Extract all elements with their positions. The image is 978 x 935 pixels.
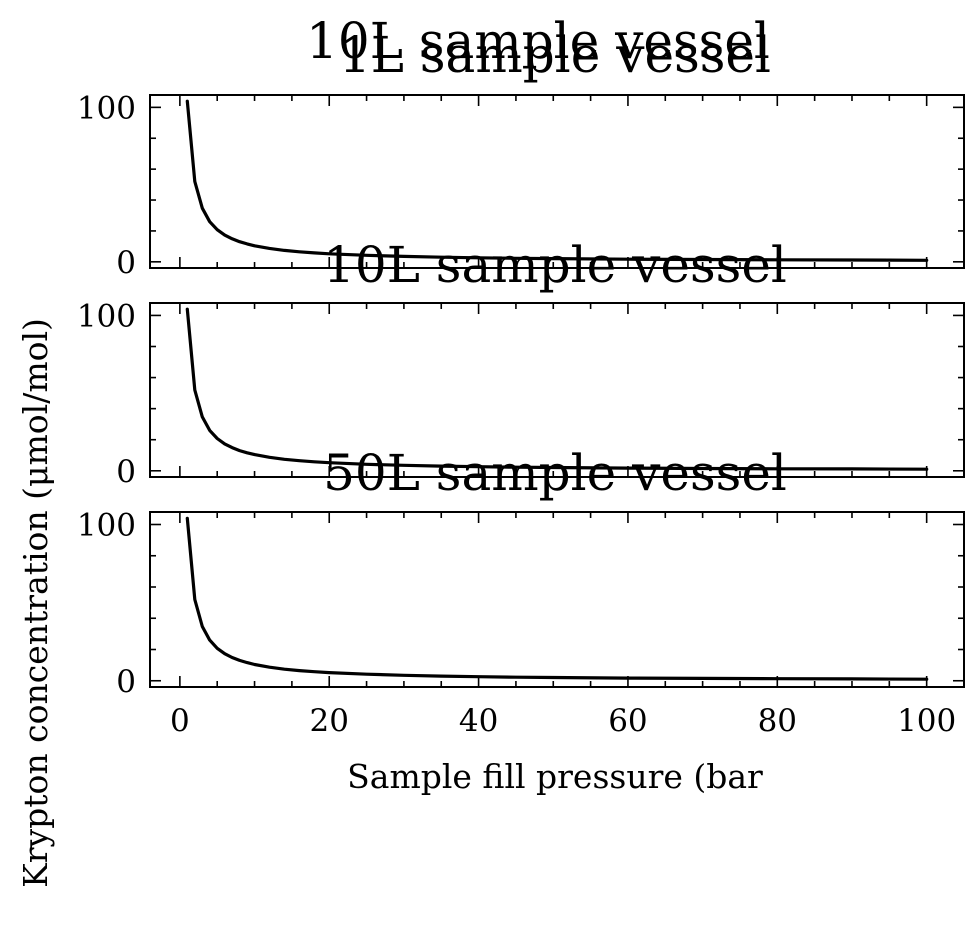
y-tick-label: 100 — [77, 508, 136, 544]
panel-2: 0 100 10L sample vessel — [77, 236, 965, 490]
y-axis-label: Krypton concentration (μmol/mol) — [16, 318, 55, 888]
axes-frame — [149, 94, 965, 269]
x-tick-label: 60 — [608, 703, 647, 739]
y-tick-label: 100 — [77, 298, 136, 334]
panel-3: 0 100 50L sample vessel 0 20 40 60 80 100 — [77, 444, 965, 739]
series-line — [185, 516, 929, 681]
chart-panels: 0 100 1L sample vessel 0 100 10L sample vesse… — [77, 26, 965, 739]
x-axis-label: Sample fill pressure (bar — [347, 757, 763, 796]
axes-frame — [149, 511, 965, 688]
x-tick-label: 100 — [897, 703, 956, 739]
series-line — [185, 99, 929, 262]
figure-title: 10L sample vessel — [306, 12, 770, 70]
axes-frame — [149, 302, 965, 478]
x-tick-label: 20 — [310, 703, 349, 739]
series-line — [185, 307, 929, 471]
x-tick-label: 0 — [170, 703, 190, 739]
panel-title: 10L sample vessel — [323, 236, 787, 294]
x-tick-label: 80 — [758, 703, 797, 739]
panel-1: 0 100 1L sample vessel — [77, 26, 965, 281]
panel-title: 50L sample vessel — [323, 444, 787, 502]
y-tick-label: 0 — [116, 245, 136, 281]
y-tick-label: 0 — [116, 664, 136, 700]
panel-title: 1L sample vessel — [339, 26, 771, 84]
y-tick-label: 0 — [116, 454, 136, 490]
y-tick-label: 100 — [77, 90, 136, 126]
x-tick-label: 40 — [459, 703, 498, 739]
